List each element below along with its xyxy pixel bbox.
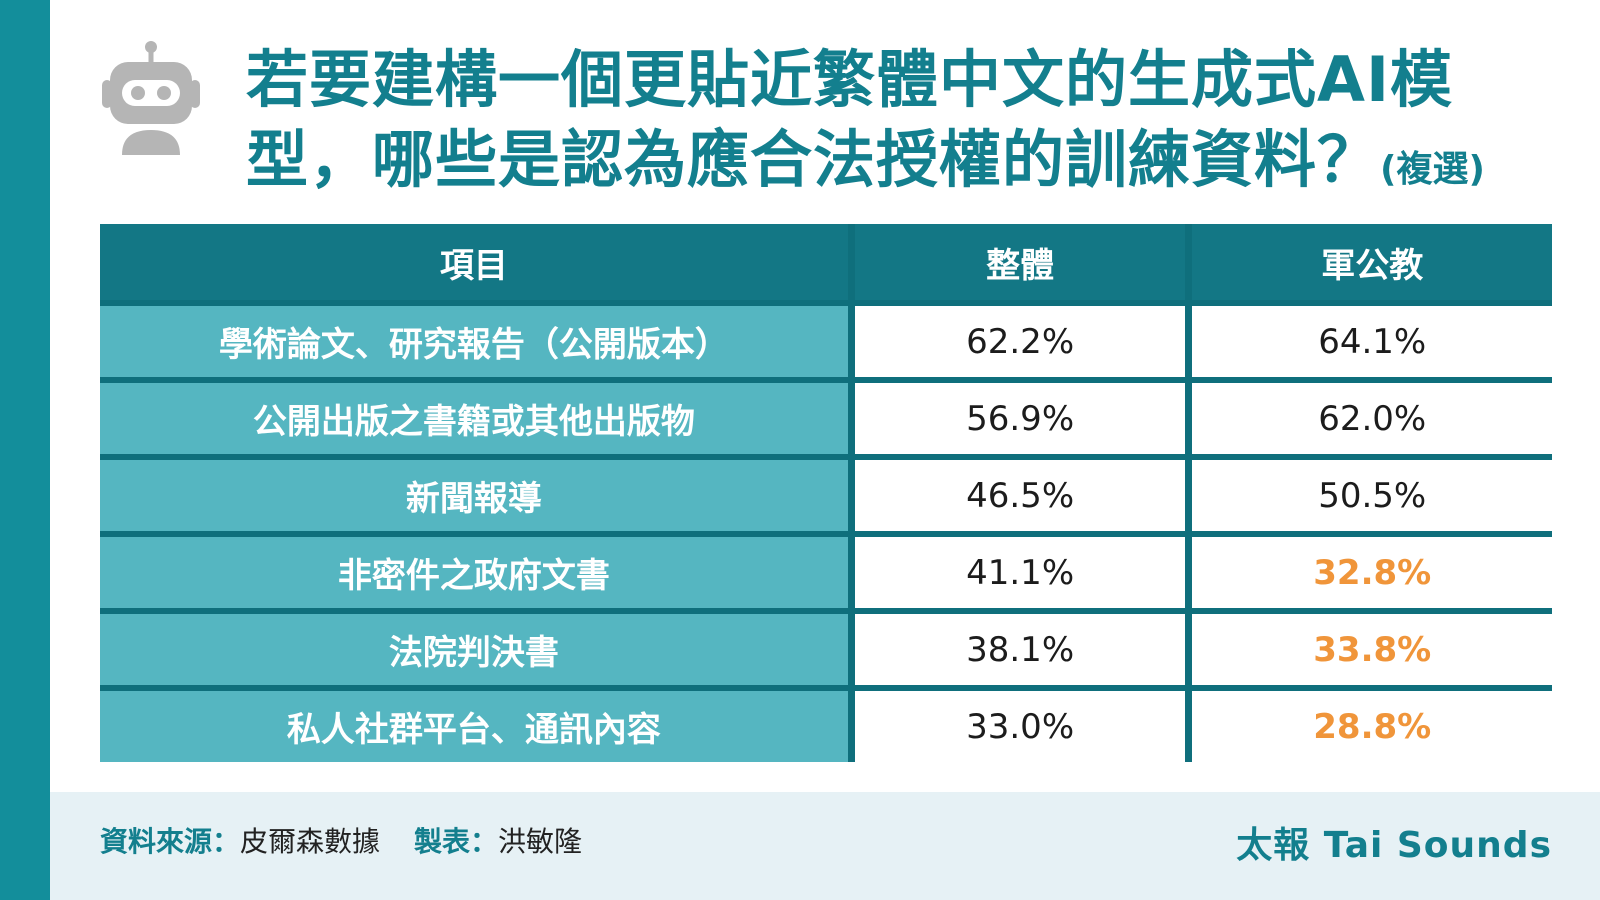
cell-overall: 56.9% (851, 380, 1193, 460)
robot-icon (102, 41, 200, 155)
cell-military: 33.8% (1188, 611, 1552, 691)
column-header-military: 軍公教 (1188, 224, 1552, 306)
source-value: 皮爾森數據 (240, 825, 381, 858)
cell-military: 50.5% (1188, 457, 1552, 537)
table-row: 公開出版之書籍或其他出版物 56.9% 62.0% (100, 380, 1552, 460)
maker-label: 製表： (414, 825, 499, 858)
title-main: 若要建構一個更貼近繁體中文的生成式AI模型，哪些是認為應合法授權的訓練資料？ (246, 43, 1454, 196)
cell-military: 64.1% (1188, 303, 1552, 383)
table-row: 法院判決書 38.1% 33.8% (100, 611, 1552, 691)
cell-item: 私人社群平台、通訊內容 (100, 688, 855, 762)
cell-item: 學術論文、研究報告（公開版本） (100, 303, 855, 383)
table-row: 非密件之政府文書 41.1% 32.8% (100, 534, 1552, 614)
cell-military: 28.8% (1188, 688, 1552, 762)
page-title: 若要建構一個更貼近繁體中文的生成式AI模型，哪些是認為應合法授權的訓練資料？(複… (246, 40, 1556, 210)
column-header-overall: 整體 (851, 224, 1193, 306)
data-table: 項目 整體 軍公教 學術論文、研究報告（公開版本） 62.2% 64.1% 公開出版之… (100, 224, 1552, 762)
cell-item: 非密件之政府文書 (100, 534, 855, 614)
source-label: 資料來源： (100, 825, 241, 858)
cell-item: 法院判決書 (100, 611, 855, 691)
table-row: 私人社群平台、通訊內容 33.0% 28.8% (100, 688, 1552, 762)
cell-item: 公開出版之書籍或其他出版物 (100, 380, 855, 460)
source-line: 資料來源：皮爾森數據 製表：洪敏隆 (100, 820, 582, 860)
column-header-item: 項目 (100, 224, 855, 306)
table-body: 學術論文、研究報告（公開版本） 62.2% 64.1% 公開出版之書籍或其他出版物 56… (100, 303, 1552, 762)
table-header-row: 項目 整體 軍公教 (100, 224, 1552, 306)
cell-item: 新聞報導 (100, 457, 855, 537)
title-note: (複選) (1380, 149, 1485, 190)
cell-overall: 46.5% (851, 457, 1193, 537)
table-row: 新聞報導 46.5% 50.5% (100, 457, 1552, 537)
maker-value: 洪敏隆 (498, 825, 583, 858)
data-table-container: 項目 整體 軍公教 學術論文、研究報告（公開版本） 62.2% 64.1% 公開出版之… (100, 224, 1552, 762)
cell-military: 62.0% (1188, 380, 1552, 460)
table-row: 學術論文、研究報告（公開版本） 62.2% 64.1% (100, 303, 1552, 383)
cell-military: 32.8% (1188, 534, 1552, 614)
cell-overall: 38.1% (851, 611, 1193, 691)
cell-overall: 33.0% (851, 688, 1193, 762)
brand-logo-text: 太報 Tai Sounds (1236, 825, 1552, 866)
cell-overall: 41.1% (851, 534, 1193, 614)
left-accent-bar (0, 0, 50, 900)
footer: 資料來源：皮爾森數據 製表：洪敏隆 太報 Tai Sounds (50, 792, 1600, 900)
cell-overall: 62.2% (851, 303, 1193, 383)
